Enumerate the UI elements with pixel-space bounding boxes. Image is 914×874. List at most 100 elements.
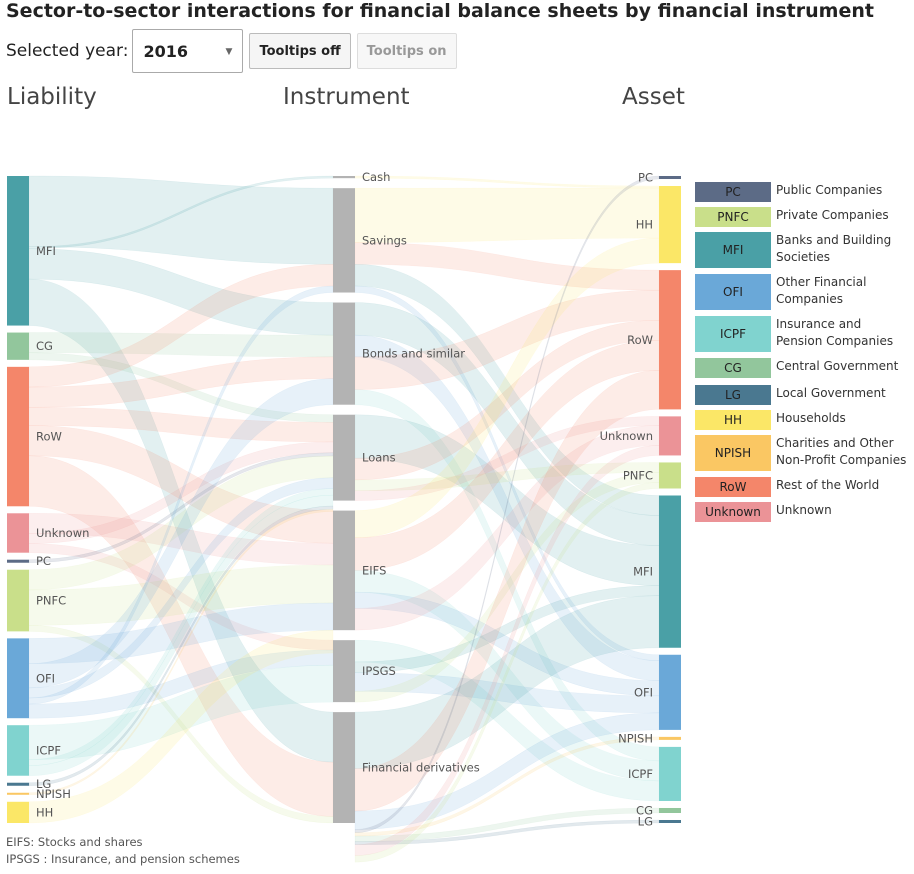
asset-label: ICPF xyxy=(628,767,653,781)
legend-swatch: OFI xyxy=(695,274,771,310)
legend-swatch: ICPF xyxy=(695,316,771,352)
legend-item: ICPF Insurance and Pension Companies xyxy=(695,316,911,352)
liability-label: LG xyxy=(36,777,51,791)
asset-node-icpf[interactable] xyxy=(659,746,681,801)
legend-label: Other Financial Companies xyxy=(776,275,867,306)
tooltips-off-button[interactable]: Tooltips off xyxy=(249,33,351,69)
legend-swatch: HH xyxy=(695,410,771,430)
liability-node-pc[interactable] xyxy=(7,559,29,563)
asset-label: CG xyxy=(636,803,653,817)
legend-swatch: RoW xyxy=(695,477,771,497)
legend-label: Public Companies xyxy=(776,183,883,197)
flow-link[interactable] xyxy=(354,237,660,539)
liability-label: ICPF xyxy=(36,743,61,757)
legend-item: RoW Rest of the World xyxy=(695,477,911,497)
legend-label: Central Government xyxy=(776,359,899,373)
legend-label: Private Companies xyxy=(776,208,889,222)
instrument-label: Bonds and similar xyxy=(362,347,465,361)
liability-node-pnfc[interactable] xyxy=(7,569,29,632)
liability-node-npish[interactable] xyxy=(7,792,29,795)
legend-item: OFI Other Financial Companies xyxy=(695,274,911,310)
year-select[interactable]: 2016 ▼ xyxy=(132,29,244,73)
flow-link[interactable] xyxy=(28,505,334,787)
asset-node-npish[interactable] xyxy=(659,736,681,740)
liability-label: PC xyxy=(36,554,51,568)
legend-item: NPISH Charities and Other Non-Profit Comp… xyxy=(695,435,911,471)
controls-bar: Selected year: 2016 ▼ Tooltips off Toolt… xyxy=(6,28,457,74)
flow-link[interactable] xyxy=(354,807,660,842)
legend-swatch: LG xyxy=(695,385,771,405)
instrument-label: Savings xyxy=(362,233,407,247)
flow-link[interactable] xyxy=(28,285,334,705)
flow-link[interactable] xyxy=(354,445,660,856)
liability-label: Unknown xyxy=(36,526,89,540)
flow-link[interactable] xyxy=(354,736,660,837)
flow-link[interactable] xyxy=(354,175,660,189)
liability-label: NPISH xyxy=(36,787,71,801)
liability-node-row[interactable] xyxy=(7,366,29,507)
instrument-node[interactable] xyxy=(333,176,355,179)
footnote-ipsgs: IPSGS : Insurance, and pension schemes xyxy=(6,852,240,866)
legend-swatch: Unknown xyxy=(695,502,771,522)
instrument-node[interactable] xyxy=(333,188,355,293)
legend-item: LG Local Government xyxy=(695,385,911,405)
asset-column-header: Asset xyxy=(622,84,685,110)
instrument-node[interactable] xyxy=(333,640,355,703)
sankey-chart: MFICGRoWUnknownPCPNFCOFIICPFLGNPISHHHCas… xyxy=(7,170,681,863)
asset-node-row[interactable] xyxy=(659,270,681,410)
legend-label: Unknown xyxy=(776,503,832,517)
asset-node-ofi[interactable] xyxy=(659,654,681,730)
asset-label: HH xyxy=(636,218,653,232)
instrument-node[interactable] xyxy=(333,712,355,823)
asset-node-pc[interactable] xyxy=(659,176,681,180)
asset-node-pnfc[interactable] xyxy=(659,462,681,489)
liability-node-mfi[interactable] xyxy=(7,176,29,326)
asset-label: PNFC xyxy=(623,468,653,482)
instrument-label: Financial derivatives xyxy=(362,761,480,775)
liability-label: OFI xyxy=(36,671,55,685)
asset-label: RoW xyxy=(627,333,653,347)
year-label: Selected year: xyxy=(6,41,129,61)
instrument-label: Loans xyxy=(362,451,396,465)
legend-label: Insurance and Pension Companies xyxy=(776,317,894,348)
instrument-label: IPSGS xyxy=(362,664,396,678)
asset-node-lg[interactable] xyxy=(659,819,681,823)
legend-item: CG Central Government xyxy=(695,358,911,378)
legend-swatch: MFI xyxy=(695,232,771,268)
asset-label: OFI xyxy=(634,685,653,699)
legend-label: Charities and Other Non-Profit Companies xyxy=(776,436,907,467)
legend-item: PC Public Companies xyxy=(695,182,911,202)
flow-link[interactable] xyxy=(354,595,660,769)
legend-label: Local Government xyxy=(776,386,886,400)
tooltips-on-button[interactable]: Tooltips on xyxy=(356,33,457,69)
legend-swatch: PNFC xyxy=(695,207,771,227)
liability-column-header: Liability xyxy=(7,84,97,110)
liability-label: HH xyxy=(36,805,53,819)
legend-swatch: PC xyxy=(695,182,771,202)
instrument-node[interactable] xyxy=(333,414,355,501)
liability-label: CG xyxy=(36,339,53,353)
asset-node-hh[interactable] xyxy=(659,186,681,264)
instrument-node[interactable] xyxy=(333,302,355,405)
liability-node-hh[interactable] xyxy=(7,801,29,823)
asset-label: MFI xyxy=(633,565,653,579)
flow-link[interactable] xyxy=(28,494,334,776)
legend-item: PNFC Private Companies xyxy=(695,207,911,227)
liability-node-unknown[interactable] xyxy=(7,513,29,553)
asset-node-unknown[interactable] xyxy=(659,416,681,456)
year-select-value: 2016 xyxy=(143,41,188,61)
liability-node-lg[interactable] xyxy=(7,782,29,786)
liability-node-cg[interactable] xyxy=(7,332,29,360)
instrument-node[interactable] xyxy=(333,510,355,631)
page-title: Sector-to-sector interactions for financ… xyxy=(6,0,874,22)
asset-label: PC xyxy=(638,171,653,185)
asset-node-mfi[interactable] xyxy=(659,495,681,648)
asset-node-cg[interactable] xyxy=(659,807,681,813)
liability-node-icpf[interactable] xyxy=(7,725,29,776)
instrument-label: Cash xyxy=(362,170,390,184)
liability-label: MFI xyxy=(36,244,56,258)
liability-label: RoW xyxy=(36,430,62,444)
liability-node-ofi[interactable] xyxy=(7,638,29,719)
asset-label: NPISH xyxy=(618,731,653,745)
asset-label: Unknown xyxy=(600,429,653,443)
